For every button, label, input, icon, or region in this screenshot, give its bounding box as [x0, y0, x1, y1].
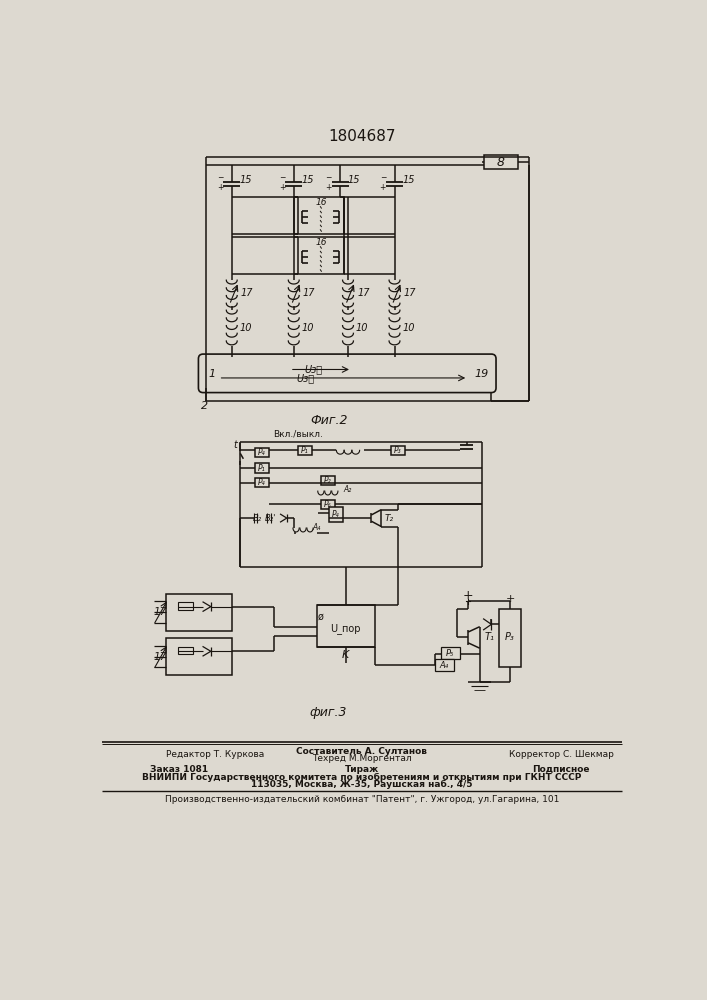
Text: 17: 17 [153, 607, 166, 617]
Text: +: + [325, 183, 332, 192]
Text: 113035, Москва, Ж-35, Раушская наб., 4/5: 113035, Москва, Ж-35, Раушская наб., 4/5 [251, 780, 473, 789]
Bar [321, 476, 335, 485]
Text: 10: 10 [356, 323, 368, 333]
Bar [298, 446, 312, 455]
Text: 10: 10 [240, 323, 252, 333]
Text: +: + [506, 594, 515, 604]
Text: P₅: P₅ [446, 649, 455, 658]
Text: Техред М.Моргентал: Техред М.Моргентал [312, 754, 411, 763]
Text: A₄: A₄ [440, 661, 449, 670]
Text: P₁: P₁ [258, 464, 266, 473]
Text: 17: 17 [357, 288, 370, 298]
Text: P₁: P₁ [300, 446, 308, 455]
Text: +: + [463, 589, 474, 602]
Text: ø: ø [318, 612, 324, 622]
Text: P₂: P₂ [324, 476, 332, 485]
Text: ВНИИПИ Государственного комитета по изобретениям и открытиям при ГКНТ СССР: ВНИИПИ Государственного комитета по изоб… [142, 773, 582, 782]
Text: Uз: Uз [304, 364, 322, 374]
Bar [255, 478, 269, 487]
Text: Фиг.2: Фиг.2 [310, 414, 347, 427]
Bar [321, 500, 335, 509]
Text: 17: 17 [303, 288, 315, 298]
Text: 15: 15 [240, 175, 252, 185]
Text: Uз: Uз [296, 373, 315, 383]
Text: +: + [279, 183, 286, 192]
Text: 16: 16 [315, 198, 327, 207]
Text: t: t [234, 440, 238, 450]
Text: −: − [325, 173, 332, 182]
Text: U_пор: U_пор [330, 623, 361, 634]
Text: 16: 16 [315, 238, 327, 247]
Text: 17: 17 [241, 288, 254, 298]
Text: фиг.3: фиг.3 [310, 706, 347, 719]
Text: −: − [380, 173, 386, 182]
Text: 10: 10 [402, 323, 415, 333]
Text: −: − [217, 173, 223, 182]
Text: 19: 19 [475, 369, 489, 379]
Text: 15: 15 [348, 175, 361, 185]
Text: P₃: P₃ [505, 632, 515, 642]
Bar [317, 605, 375, 647]
Text: P₃: P₃ [394, 446, 402, 455]
Text: P₄: P₄ [258, 448, 266, 457]
Bar [329, 507, 343, 522]
Text: P₄: P₄ [332, 510, 339, 519]
Text: 15: 15 [301, 175, 314, 185]
Text: Производственно-издательский комбинат "Патент", г. Ужгород, ул.Гагарина, 101: Производственно-издательский комбинат "П… [165, 795, 559, 804]
Bar [298, 237, 344, 274]
Bar [177, 647, 193, 654]
Text: +: + [380, 183, 386, 192]
Text: 1804687: 1804687 [328, 129, 396, 144]
Bar [441, 647, 460, 659]
Bar [484, 155, 518, 169]
Text: B₂: B₂ [253, 514, 262, 523]
Text: B₂': B₂' [265, 514, 276, 523]
Text: +: + [217, 183, 223, 192]
Text: T₂: T₂ [385, 514, 394, 523]
Text: Заказ 1081: Заказ 1081 [151, 765, 209, 774]
Text: 15: 15 [402, 175, 415, 185]
Text: 8: 8 [497, 156, 505, 169]
Bar [255, 463, 269, 473]
Bar [177, 602, 193, 610]
Text: Редактор Т. Куркова: Редактор Т. Куркова [166, 750, 264, 759]
Text: 17: 17 [404, 288, 416, 298]
Text: Тираж: Тираж [345, 765, 379, 774]
Text: Составитель А. Султанов: Составитель А. Султанов [296, 747, 428, 756]
Text: 17: 17 [153, 652, 166, 662]
Text: T₁: T₁ [484, 632, 494, 642]
Bar [255, 448, 269, 457]
Bar [166, 638, 232, 675]
Text: Подписное: Подписное [532, 765, 590, 774]
Bar [499, 609, 521, 667]
Text: P₄: P₄ [258, 478, 266, 487]
Bar [435, 659, 454, 671]
Text: A₂: A₂ [344, 485, 352, 494]
Text: −: − [279, 173, 286, 182]
Bar [298, 197, 344, 234]
Text: P₆: P₆ [324, 500, 332, 509]
Text: Вкл./выкл.: Вкл./выкл. [273, 430, 322, 439]
Text: K: K [342, 650, 349, 660]
Text: Корректор С. Шекмар: Корректор С. Шекмар [509, 750, 614, 759]
Text: 1: 1 [209, 369, 216, 379]
Text: 2: 2 [201, 401, 208, 411]
Text: A₄: A₄ [313, 523, 321, 532]
Text: 10: 10 [301, 323, 314, 333]
Bar [391, 446, 404, 455]
Bar [166, 594, 232, 631]
